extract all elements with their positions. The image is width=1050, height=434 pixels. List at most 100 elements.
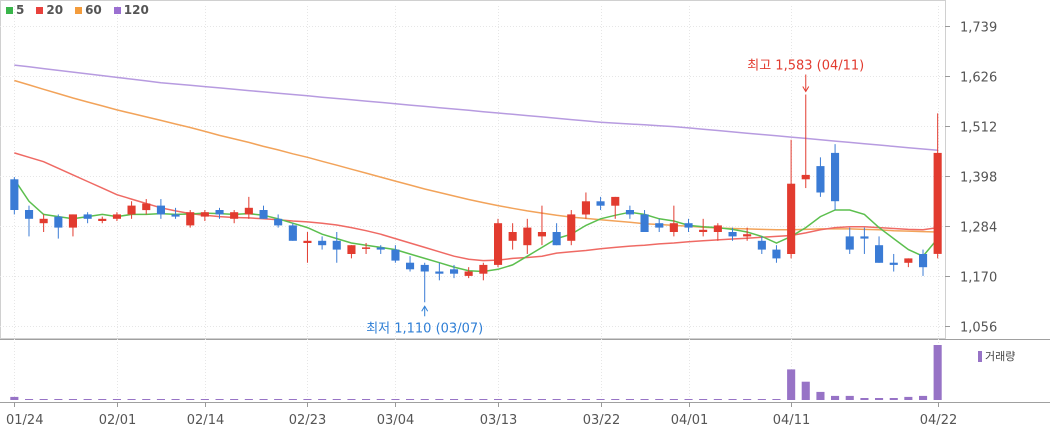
candle [215, 210, 224, 215]
legend-label: 5 [16, 3, 25, 17]
volume-bar [54, 399, 63, 400]
candle [54, 216, 63, 228]
volume-bar [25, 399, 34, 400]
legend-item-ma120[interactable]: 120 [113, 3, 149, 17]
high-arrow-head [802, 86, 810, 93]
y-tick-label: 1,056 [960, 321, 997, 336]
annotations: 최고 1,583 (04/11) 최저 1,110 (03/07) [366, 59, 864, 337]
candle [713, 225, 722, 232]
ma120-line [14, 64, 938, 152]
candle [669, 223, 678, 232]
volume-bar [39, 399, 48, 400]
volume-bar [406, 399, 415, 400]
candle [435, 271, 444, 274]
candle [200, 212, 209, 217]
volume-bar [464, 399, 473, 400]
candle [127, 205, 136, 215]
volume-bar [391, 399, 400, 400]
y-tick-label: 1,170 [960, 271, 997, 286]
volume-bar [288, 399, 297, 400]
candle [494, 223, 503, 265]
candle [508, 232, 517, 241]
candle [142, 203, 151, 211]
volume-bar [655, 399, 664, 400]
price-panel-frame [0, 0, 946, 339]
candle [567, 214, 576, 241]
candle [274, 218, 283, 226]
candle [552, 232, 561, 246]
y-tick-label: 1,512 [960, 121, 997, 136]
candle [98, 218, 107, 221]
candle [625, 210, 634, 215]
candle [889, 262, 898, 265]
moving-average-lines [13, 64, 939, 273]
legend-label: 120 [123, 3, 149, 17]
x-tick-label: 02/01 [99, 413, 136, 428]
candle [728, 232, 737, 237]
candle [230, 212, 239, 219]
volume-bar [259, 399, 268, 400]
volume-bar [640, 399, 649, 400]
y-tick-label: 1,398 [960, 171, 997, 186]
volume-bar [933, 345, 942, 400]
volume-bar [772, 399, 781, 400]
volume-bar [171, 399, 180, 400]
candle [156, 205, 165, 215]
volume-legend-label: 거래량 [985, 350, 1016, 363]
y-tick-label: 1,739 [960, 21, 997, 36]
legend-swatch [6, 6, 13, 14]
volume-bar [332, 399, 341, 400]
volume-bar [699, 399, 708, 400]
candle [259, 210, 268, 219]
candle [347, 245, 356, 254]
volume-bar [244, 399, 253, 400]
volume-bar [625, 399, 634, 400]
candle [801, 174, 810, 180]
volume-bar [669, 399, 678, 400]
volume-bar [728, 399, 737, 400]
y-tick-label: 1,284 [960, 221, 997, 236]
volume-bar [215, 399, 224, 400]
x-tick-label: 04/11 [773, 413, 810, 428]
volume-bar [889, 398, 898, 400]
volume-bar [523, 399, 532, 400]
volume-bar [127, 399, 136, 400]
x-tick-label: 04/01 [671, 413, 708, 428]
legend-item-ma5[interactable]: 5 [6, 3, 24, 17]
volume-bar [875, 398, 884, 400]
candle [318, 240, 327, 246]
legend-item-ma60[interactable]: 60 [75, 3, 102, 17]
volume-bar [713, 399, 722, 400]
candle [640, 214, 649, 232]
volume-bar [156, 399, 165, 400]
volume-bar [552, 399, 561, 400]
y-tick-label: 1,626 [960, 71, 997, 86]
volume-bar [581, 399, 590, 400]
candle [420, 264, 429, 272]
candle [171, 214, 180, 217]
volume-bar [787, 369, 796, 400]
x-tick-label: 03/22 [583, 413, 620, 428]
legend-item-ma20[interactable]: 20 [36, 3, 63, 17]
candle [816, 166, 825, 193]
candle [831, 152, 840, 202]
volume-bar [83, 399, 92, 400]
candle [845, 236, 854, 250]
candle [537, 232, 546, 237]
x-tick-label: 01/24 [6, 413, 43, 428]
candles [10, 94, 942, 303]
volume-bar [274, 399, 283, 400]
volume-bar [420, 399, 429, 400]
candle [362, 247, 371, 249]
candle [83, 214, 92, 219]
x-tick-label: 04/22 [920, 413, 957, 428]
volume-bar [142, 399, 151, 400]
candle [875, 245, 884, 263]
x-tick-label: 02/14 [187, 413, 224, 428]
candle [596, 201, 605, 206]
volume-bars [10, 345, 942, 400]
legend-swatch [113, 6, 121, 14]
legend-label: 20 [46, 3, 64, 17]
candle [376, 247, 385, 250]
candle [757, 240, 766, 250]
